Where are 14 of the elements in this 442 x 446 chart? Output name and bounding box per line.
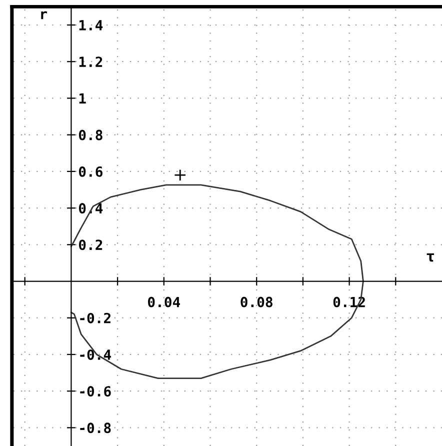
y-tick-label: -0.6: [80, 386, 111, 397]
line-series: [70, 184, 364, 379]
y-tick-label: -0.2: [80, 312, 110, 324]
x-axis-title: τ: [426, 253, 434, 262]
y-tick-label: 1: [79, 93, 86, 104]
y-axis-title: r: [41, 11, 48, 20]
x-tick-label: 0.08: [240, 296, 272, 308]
y-tick-label: 0.6: [78, 166, 102, 177]
x-tick-label: 0.04: [148, 296, 180, 308]
y-tick-label: 0.8: [78, 130, 102, 140]
y-tick-label: 1.2: [79, 56, 102, 67]
y-tick-label: 0.2: [78, 240, 102, 250]
y-tick-label: -0.8: [80, 422, 111, 434]
y-tick-label: 1.4: [79, 20, 103, 30]
